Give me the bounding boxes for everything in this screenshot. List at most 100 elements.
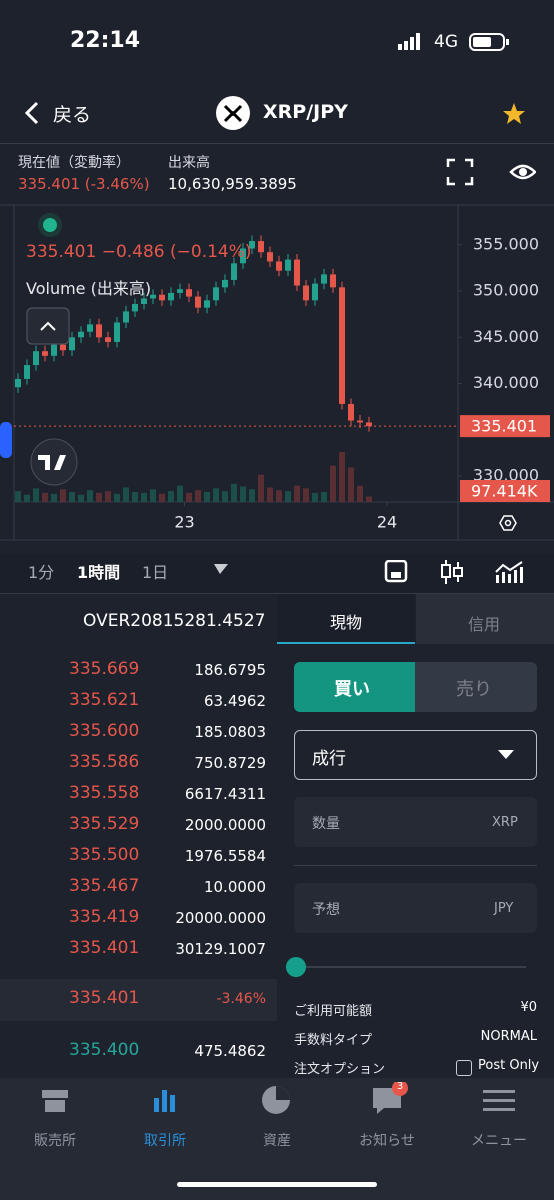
volume-bar [15,491,21,502]
last-change: -3.46% [216,991,266,1007]
volume-bar [249,489,255,502]
ask-amount: 10.0000 [203,878,266,896]
candle-body [267,252,273,262]
interval[interactable]: 1日 [142,563,169,582]
info-value[interactable]: Post Only [478,1058,540,1073]
candle-body [249,241,255,249]
candle-body [177,289,183,293]
dropdown-arrow[interactable] [497,749,515,761]
buy-button[interactable]: 買い [334,679,370,700]
collapse-button [26,307,70,345]
bid-amount: 475.4862 [194,1042,266,1060]
chart-legend: 335.401 −0.486 (−0.14%) [26,242,252,262]
candle-body [213,287,219,301]
info-value: ¥0 [520,1000,537,1015]
ask-amount: 1976.5584 [184,847,266,865]
candle-body [69,337,75,351]
volume-bar [276,490,282,502]
info-label: 手数料タイプ [294,1033,373,1048]
candle-body [96,324,102,338]
ask-amount: 2000.0000 [184,816,266,834]
candle-body [366,422,372,427]
tab-margin[interactable]: 信用 [468,615,501,634]
nav-item[interactable]: 販売所 [34,1133,76,1149]
order-type[interactable]: 成行 [312,749,346,769]
ask-amount: 6617.4311 [184,785,266,803]
volume-bar [105,491,111,502]
quantity-label[interactable]: 数量 [312,816,340,832]
candle-body [240,248,246,264]
ask-price: 335.419 [69,907,140,927]
status-dot [43,218,57,232]
volume-bar [60,489,66,502]
status-time: 22:14 [70,28,141,53]
candle-body [78,331,84,338]
volume-bar [150,489,156,502]
nav-icons [42,1082,515,1114]
back-icon[interactable] [22,100,42,126]
volume-bar [42,492,48,502]
ask-amount: 30129.1007 [175,940,266,958]
volume-bar [240,486,246,502]
volume-bar [303,488,309,502]
ask-price: 335.669 [69,659,140,679]
volume-bar [294,485,300,502]
y-tick-label: 330.000 [473,466,539,485]
x-tick-label: 23 [174,513,194,532]
volume-bar [339,452,345,502]
volume-bar [78,494,84,502]
interval-active[interactable]: 1時間 [77,563,121,582]
candle-body [294,259,300,286]
volume-bar [330,465,336,502]
network: 4G [434,32,458,52]
nav-item-active[interactable]: 取引所 [144,1133,186,1149]
back[interactable]: 戻る [53,104,92,126]
candle-body [195,296,201,308]
volume-bar [141,492,147,502]
chart-tools[interactable] [210,560,530,586]
favorite-star[interactable] [502,102,526,126]
candle-body [150,294,156,299]
volume-bar [222,491,228,502]
x-tick-label: 24 [377,513,397,532]
candle-body [51,344,57,356]
nav-item[interactable]: メニュー [471,1133,527,1149]
y-tick-label: 350.000 [473,281,539,300]
candle-body [285,259,291,271]
volume-label: 出来高 [168,155,210,171]
ask-price: 335.529 [69,814,140,834]
volume-bar [357,485,363,502]
status-icons [398,33,509,51]
last-price: 335.401 [69,988,140,1008]
candle-body [312,283,318,301]
candle-body [339,287,345,404]
volume-box [460,480,550,502]
orderbook-header: OVER20815281.4527 [83,611,266,631]
ask-price: 335.586 [69,752,140,772]
candle-body [303,285,309,301]
settings-icon [499,515,517,531]
toolbar-icons[interactable] [446,158,536,188]
candle-body [204,300,210,308]
volume-bar [204,492,210,502]
ask-price: 335.558 [69,783,140,803]
interval[interactable]: 1分 [28,563,55,582]
nav-item[interactable]: お知らせ [359,1133,415,1149]
volume-title: Volume (出来高) [26,279,152,298]
volume-bar [213,488,219,502]
volume-bar [348,467,354,502]
tab-spot[interactable]: 現物 [330,613,363,632]
slider-knob[interactable] [286,957,306,977]
ask-amount: 20000.0000 [175,909,266,927]
ask-price: 335.600 [69,721,140,741]
candle-body [168,292,174,301]
nav-item[interactable]: 資産 [263,1133,291,1149]
candle-body [258,241,264,253]
candle-body [33,351,39,366]
candle-body [186,289,192,297]
ask-price: 335.401 [69,938,140,958]
sell-button[interactable]: 売り [456,679,492,700]
estimate-label: 予想 [312,902,340,918]
estimate-unit: JPY [494,901,514,916]
